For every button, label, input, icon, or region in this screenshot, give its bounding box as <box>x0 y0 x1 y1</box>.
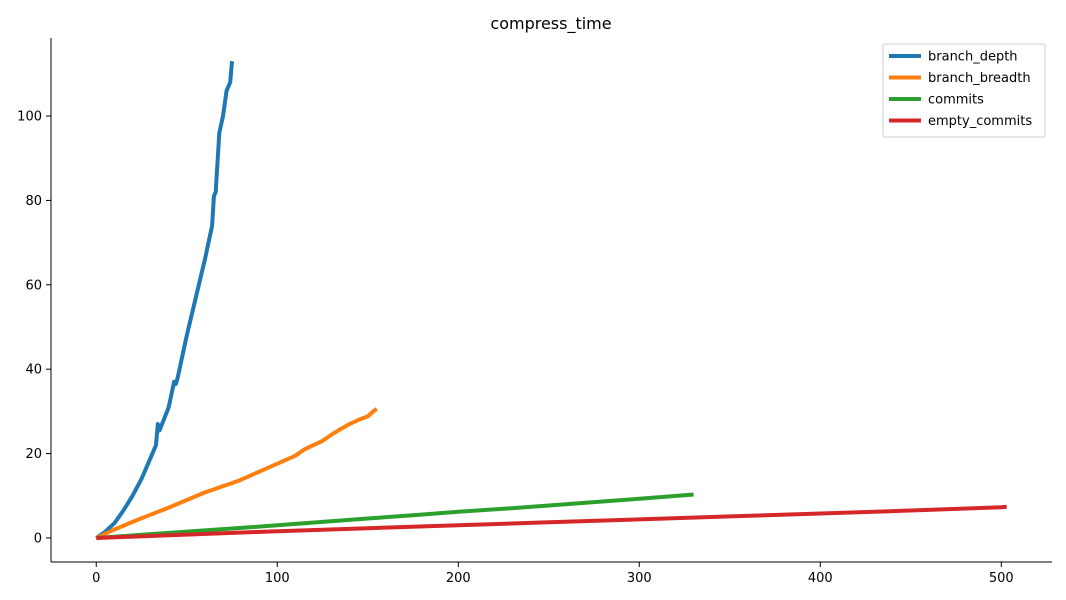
x-tick-label: 100 <box>265 571 290 586</box>
x-tick-label: 200 <box>446 571 471 586</box>
legend-label: branch_breadth <box>928 71 1031 86</box>
y-tick-label: 60 <box>25 278 42 293</box>
chart-title: compress_time <box>490 14 611 34</box>
series-line-branch-breadth <box>95 407 378 540</box>
x-tick-label: 400 <box>808 571 833 586</box>
x-tick-label: 500 <box>989 571 1014 586</box>
y-tick-label: 20 <box>25 447 42 462</box>
x-tick-label: 0 <box>92 571 100 586</box>
series-layer <box>95 61 1007 540</box>
series-line-branch-depth <box>95 61 234 540</box>
y-tick-label: 80 <box>25 194 42 209</box>
ticks-layer: 0 100 200 300 400 500 0 20 40 60 80 100 <box>17 110 1014 586</box>
legend-label: empty_commits <box>928 114 1032 129</box>
y-tick-label: 100 <box>17 110 42 125</box>
series-line-empty-commits <box>96 504 1007 540</box>
legend-label: commits <box>928 93 984 108</box>
y-tick-label: 40 <box>25 363 42 378</box>
legend-box <box>882 43 1046 138</box>
series-line-commits <box>96 492 694 540</box>
axes <box>50 38 1052 563</box>
x-tick-label: 300 <box>627 571 652 586</box>
y-tick-label: 0 <box>34 531 42 546</box>
legend-label: branch_depth <box>928 50 1018 65</box>
